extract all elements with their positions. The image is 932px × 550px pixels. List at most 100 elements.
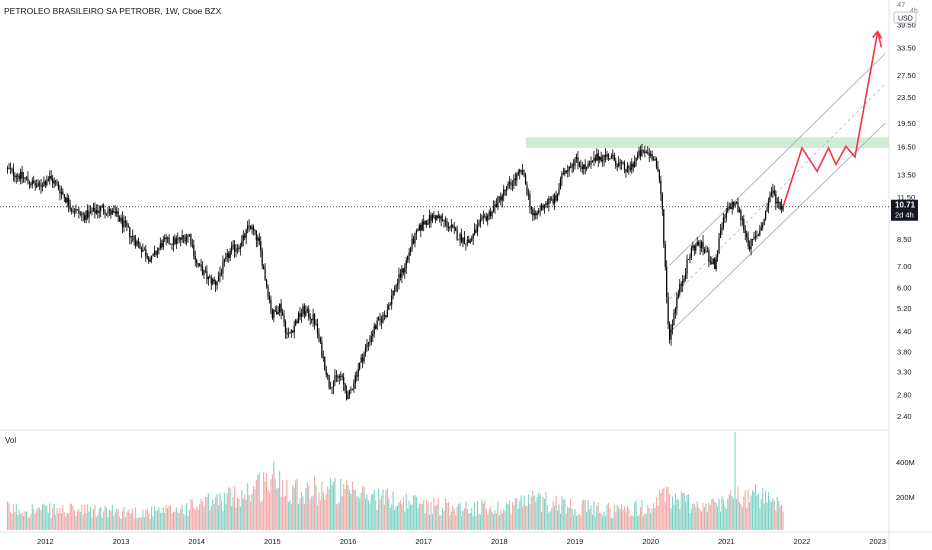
candle-body [52, 178, 54, 184]
volume-bar [364, 498, 367, 530]
volume-bar [152, 516, 154, 530]
candle-body [490, 211, 492, 217]
volume-bar [212, 499, 214, 530]
candle-body [610, 155, 612, 159]
candle-body [434, 216, 436, 220]
volume-bar [279, 471, 281, 530]
candle-body [175, 238, 177, 244]
candle-body [57, 183, 60, 190]
candle-body [17, 175, 19, 177]
volume-bar [650, 512, 652, 530]
currency-box[interactable] [893, 11, 917, 24]
candle-body [524, 174, 527, 185]
volume-bar [376, 510, 378, 530]
candle-body [276, 311, 278, 315]
candle-body [370, 336, 372, 342]
candle-body [527, 194, 530, 195]
volume-bar [228, 487, 230, 530]
candle-body [34, 183, 36, 187]
volume-bar [162, 507, 164, 530]
volume-bar [52, 507, 54, 530]
volume-bar [25, 511, 28, 530]
volume-bar [151, 506, 153, 530]
volume-bar [692, 503, 694, 530]
volume-bar [570, 499, 572, 530]
candle-body [510, 182, 512, 185]
candle-body [303, 306, 305, 316]
volume-bar [760, 498, 762, 530]
volume-bar [647, 504, 649, 530]
candle-body [351, 388, 353, 390]
candle-body [587, 163, 589, 168]
candle-body [50, 176, 52, 179]
candle-body [203, 270, 205, 275]
volume-bar [426, 499, 428, 530]
candle-body [577, 156, 579, 163]
candle-body [540, 205, 543, 211]
volume-bar [513, 505, 515, 530]
candle-body [252, 226, 255, 231]
price-axis[interactable]: 39.50 33.50 27.50 23.50 19.50 16.50 13.50 11.50… [897, 20, 916, 421]
candle-body [75, 209, 77, 213]
candle-body [25, 177, 28, 179]
candle-body [177, 238, 179, 240]
candle-body [702, 241, 704, 249]
volume-bar [266, 473, 268, 530]
volume-bar [487, 514, 489, 530]
candle-body [684, 273, 687, 279]
candle-body [562, 173, 564, 175]
volume-bar [158, 507, 160, 530]
candle-body [36, 186, 38, 187]
candle-body [590, 160, 592, 165]
candle-body [119, 217, 121, 222]
candle-body [324, 356, 326, 370]
candle-body [306, 309, 308, 312]
volume-bar [92, 509, 94, 530]
volume-bar [132, 508, 134, 530]
volume-bar [110, 510, 112, 530]
time-axis[interactable]: 2012 2013 2014 2015 2016 2017 2018 2019 2020 2021… [37, 537, 886, 546]
volume-bar [615, 512, 617, 530]
candle-body [616, 166, 618, 167]
candle-body [280, 303, 282, 313]
candle-body [375, 325, 377, 329]
volume-bar [76, 511, 78, 530]
candle-body [609, 158, 611, 160]
candle-body [722, 217, 725, 228]
candle-body [364, 347, 367, 354]
candle-body [286, 332, 288, 335]
volume-bar [773, 500, 775, 530]
candle-body [366, 344, 368, 348]
candle-body [257, 237, 259, 241]
price-tick: 33.50 [897, 43, 916, 52]
candle-body [506, 186, 508, 191]
candle-body [101, 205, 103, 207]
candle-body [437, 215, 439, 218]
volume-bar [490, 506, 492, 530]
volume-bar [231, 506, 233, 530]
volume-bar [524, 505, 527, 530]
candle-body [487, 215, 489, 221]
candle-body [316, 323, 319, 334]
candle-body [508, 182, 511, 184]
candle-body [279, 303, 281, 312]
volume-bar [172, 512, 174, 530]
volume-bar [164, 512, 166, 530]
candle-body [233, 244, 236, 252]
candle-body [588, 163, 591, 165]
candle-body [426, 220, 428, 225]
volume-bar [718, 498, 720, 530]
candle-body [735, 201, 738, 203]
volume-bar [696, 501, 698, 530]
volume-bar [302, 496, 304, 530]
volume-bar [511, 502, 513, 530]
candle-body [315, 323, 317, 325]
volume-bar [199, 504, 201, 530]
volume-bar [105, 507, 108, 530]
candle-body [647, 152, 649, 154]
volume-bar [562, 499, 564, 530]
candle-body [772, 190, 774, 193]
candle-body [667, 296, 669, 325]
candle-body [193, 245, 195, 257]
volume-bar [319, 500, 321, 530]
